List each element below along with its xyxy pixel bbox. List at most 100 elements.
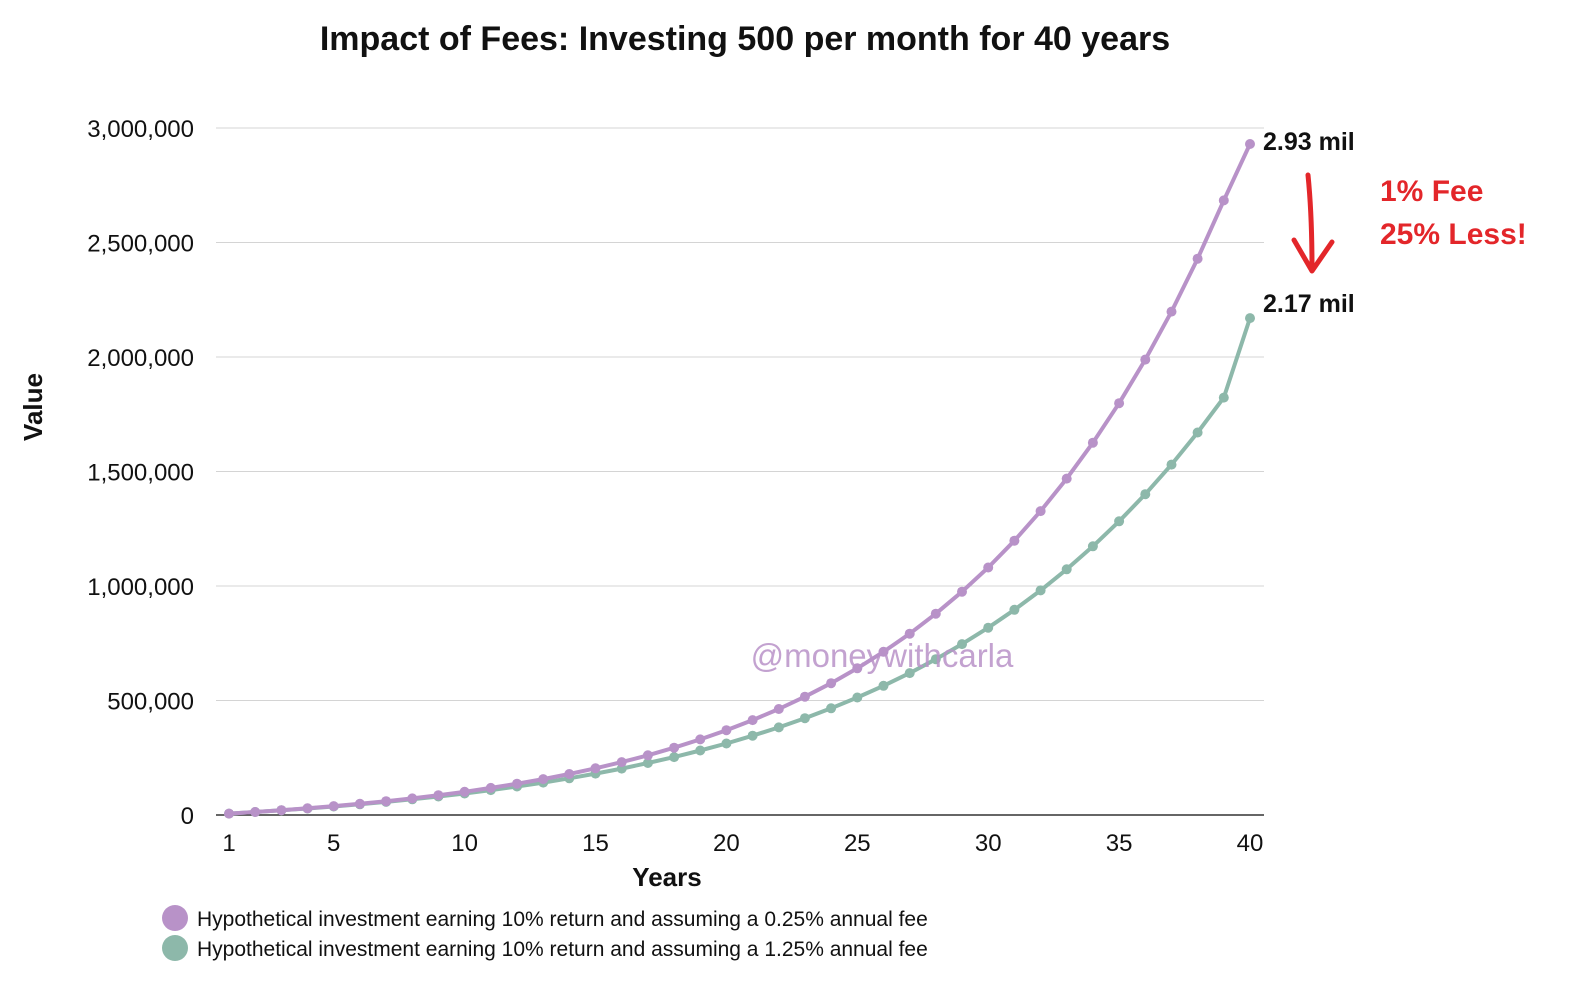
series-2-point bbox=[695, 745, 706, 756]
series-1-point bbox=[328, 801, 339, 812]
series-1-point bbox=[642, 750, 653, 761]
watermark: @moneywithcarla bbox=[751, 637, 1014, 674]
y-tick-label: 2,000,000 bbox=[87, 345, 194, 372]
series-1-point bbox=[695, 734, 706, 745]
series-1-point bbox=[878, 646, 889, 657]
legend: Hypothetical investment earning 10% retu… bbox=[162, 905, 928, 961]
y-tick-label: 3,000,000 bbox=[87, 116, 194, 143]
series-2-point bbox=[1140, 489, 1151, 500]
x-tick-label: 15 bbox=[582, 830, 609, 857]
series-2-point bbox=[1245, 313, 1255, 324]
series-1-point bbox=[1009, 535, 1020, 546]
series-2-point bbox=[1166, 459, 1177, 470]
series-2-point bbox=[721, 738, 732, 749]
y-tick-label: 1,500,000 bbox=[87, 460, 194, 487]
series-lines bbox=[224, 139, 1255, 819]
series-2-point bbox=[642, 758, 653, 768]
series-2-point bbox=[773, 722, 784, 733]
y-tick-label: 500,000 bbox=[107, 689, 194, 716]
x-tick-label: 35 bbox=[1106, 830, 1133, 857]
series-1-point bbox=[485, 782, 496, 793]
series-2-point bbox=[1087, 541, 1098, 552]
series-1-point bbox=[1192, 253, 1203, 264]
x-axis-title: Years bbox=[632, 862, 701, 892]
y-tick-label: 2,500,000 bbox=[87, 231, 194, 258]
y-tick-label: 1,000,000 bbox=[87, 574, 194, 601]
series-1-point bbox=[512, 778, 522, 789]
series-1-point bbox=[747, 715, 758, 726]
series-1-point bbox=[250, 807, 261, 817]
y-tick-label: 0 bbox=[181, 803, 194, 830]
series-1-point bbox=[852, 663, 863, 674]
y-axis-tick-labels: 0 500,000 1,000,000 1,500,000 2,000,000 2,500… bbox=[87, 116, 194, 830]
series-1-point bbox=[957, 586, 967, 597]
x-axis-tick-labels: 1 5 10 15 20 25 30 35 40 bbox=[222, 830, 1263, 857]
series-2-point bbox=[930, 654, 941, 665]
series-2-point bbox=[1035, 585, 1046, 596]
series-2-point bbox=[826, 703, 837, 714]
chart-title: Impact of Fees: Investing 500 per month … bbox=[320, 20, 1170, 58]
series-1-point bbox=[433, 790, 444, 801]
series-1-point bbox=[564, 769, 575, 779]
series-2-point bbox=[1218, 392, 1229, 403]
series-1-point bbox=[354, 798, 365, 809]
series-2-point bbox=[799, 713, 810, 724]
x-tick-label: 20 bbox=[713, 830, 740, 857]
legend-marker-series-1 bbox=[162, 905, 188, 931]
series-1-point bbox=[224, 808, 234, 819]
series-1-point bbox=[302, 803, 313, 814]
y-axis-title: Value bbox=[18, 373, 48, 441]
series-2-line bbox=[227, 316, 1252, 816]
series-1-point bbox=[826, 678, 837, 689]
series-1-point bbox=[381, 796, 392, 807]
grid-lines bbox=[216, 127, 1264, 701]
series-2-point bbox=[1192, 427, 1203, 438]
legend-label-series-2: Hypothetical investment earning 10% retu… bbox=[197, 938, 928, 961]
x-tick-label: 5 bbox=[327, 830, 340, 857]
x-tick-label: 25 bbox=[844, 830, 871, 857]
series-1-point bbox=[407, 793, 418, 804]
series-2-point bbox=[852, 692, 863, 703]
series-1-point bbox=[1140, 354, 1151, 365]
series-1-point bbox=[1114, 398, 1125, 409]
series-1-point bbox=[773, 704, 784, 714]
series-2-point bbox=[1061, 564, 1072, 575]
series-2-point bbox=[1114, 516, 1125, 527]
series-2-point bbox=[983, 622, 994, 633]
series-1-point bbox=[1166, 306, 1177, 317]
series-1-point bbox=[538, 774, 549, 785]
series-1-point bbox=[799, 691, 810, 702]
series-1-point bbox=[616, 757, 627, 768]
series-2-point bbox=[878, 680, 889, 691]
annotation-less-label: 25% Less! bbox=[1380, 218, 1527, 251]
series-2-end-label: 2.17 mil bbox=[1263, 290, 1355, 318]
legend-marker-series-2 bbox=[162, 935, 188, 961]
series-1-point bbox=[904, 628, 915, 639]
series-1-point bbox=[983, 562, 994, 573]
x-tick-label: 10 bbox=[451, 830, 478, 857]
series-2-point bbox=[747, 730, 758, 741]
series-1 bbox=[224, 139, 1255, 819]
x-tick-label: 40 bbox=[1237, 830, 1264, 857]
series-1-point bbox=[459, 786, 470, 797]
series-1-line bbox=[227, 142, 1252, 816]
series-1-point bbox=[276, 805, 287, 816]
series-1-point bbox=[1245, 139, 1255, 149]
series-1-point bbox=[1035, 506, 1046, 517]
series-2 bbox=[224, 313, 1255, 819]
series-1-point bbox=[930, 608, 941, 619]
series-1-point bbox=[669, 742, 680, 753]
series-1-point bbox=[590, 763, 601, 774]
x-tick-label: 1 bbox=[222, 830, 235, 857]
series-2-point bbox=[957, 639, 967, 650]
series-2-point bbox=[904, 668, 915, 679]
series-1-point bbox=[1061, 473, 1072, 484]
down-arrow-icon bbox=[1291, 172, 1335, 274]
x-tick-label: 30 bbox=[975, 830, 1002, 857]
legend-label-series-1: Hypothetical investment earning 10% retu… bbox=[197, 908, 928, 931]
series-1-point bbox=[1087, 437, 1098, 448]
annotation-fee-label: 1% Fee bbox=[1380, 175, 1483, 208]
series-1-end-label: 2.93 mil bbox=[1263, 128, 1355, 156]
